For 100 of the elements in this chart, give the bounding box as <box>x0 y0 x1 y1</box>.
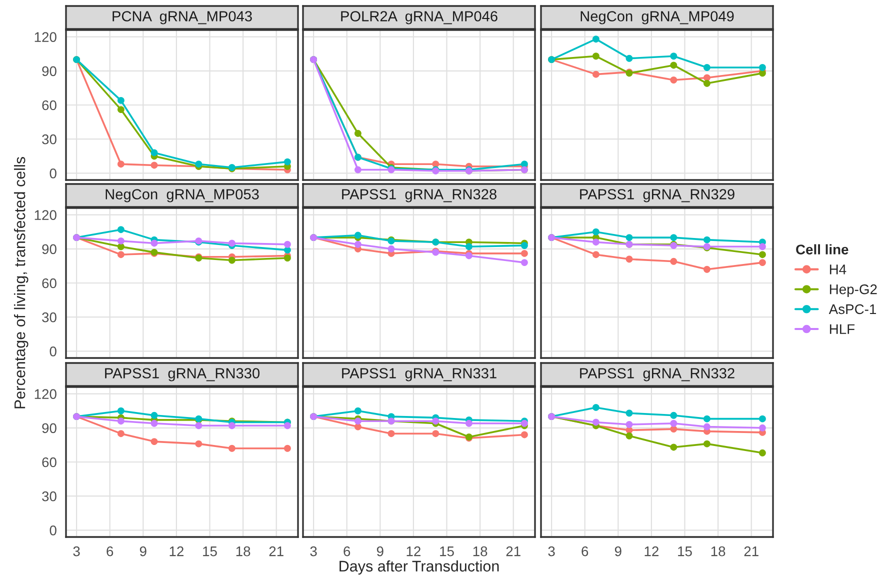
x-tick-label: 15 <box>678 546 692 556</box>
point <box>758 449 766 456</box>
point <box>626 234 633 242</box>
point <box>117 226 124 234</box>
point <box>150 420 158 427</box>
point <box>354 232 362 239</box>
y-tick-label: 60 <box>42 278 56 288</box>
point <box>592 418 600 426</box>
y-tick-label: 30 <box>42 312 56 322</box>
chart-title: PAPSS1 gRNA_RN330 <box>105 368 260 382</box>
point <box>520 431 528 438</box>
x-tick-label: 18 <box>473 546 488 556</box>
x-tick-label: 3 <box>548 546 555 556</box>
x-tick-label: 9 <box>140 546 146 556</box>
y-tick-label: 30 <box>42 134 56 144</box>
legend-label: Hep-G2 <box>830 284 877 297</box>
point <box>670 234 678 242</box>
y-tick-label: 0 <box>50 346 56 356</box>
point <box>703 440 710 448</box>
point <box>670 52 678 60</box>
point <box>592 70 600 78</box>
x-tick-label: 9 <box>376 546 384 556</box>
point <box>703 236 710 244</box>
chart-title: POLR2A gRNA_MP046 <box>341 11 498 24</box>
x-tick-label: 9 <box>614 546 622 556</box>
point <box>670 258 678 265</box>
x-tick-label: 21 <box>744 546 758 556</box>
x-tick-label: 21 <box>269 546 284 556</box>
point <box>284 246 291 254</box>
point <box>520 242 528 249</box>
point <box>432 160 440 168</box>
chart-title: PAPSS1 gRNA_RN332 <box>580 368 734 382</box>
point <box>703 266 710 273</box>
y-tick-label: 90 <box>42 66 56 76</box>
point <box>388 430 395 438</box>
y-tick-label: 0 <box>50 168 56 178</box>
chart-title: PAPSS1 gRNA_RN329 <box>580 189 734 202</box>
point <box>758 424 766 432</box>
y-tick-label: 120 <box>34 210 56 220</box>
point <box>592 238 600 246</box>
chart-title: PAPSS1 gRNA_RN328 <box>342 189 496 202</box>
point <box>354 418 362 425</box>
point <box>117 430 124 438</box>
x-tick-label: 12 <box>406 546 420 556</box>
x-tick-label: 15 <box>440 546 454 556</box>
y-tick-label: 120 <box>34 32 56 42</box>
point <box>592 36 600 43</box>
point <box>117 237 124 244</box>
point <box>354 130 362 137</box>
legend-label: H4 <box>830 264 846 274</box>
point <box>117 407 124 414</box>
point <box>758 251 766 258</box>
point <box>592 52 600 60</box>
point <box>388 245 395 252</box>
point <box>703 64 710 71</box>
point <box>150 438 158 446</box>
x-axis-title: Days after Transduction <box>340 560 499 575</box>
point <box>592 251 600 258</box>
point <box>150 162 158 169</box>
point <box>670 420 678 427</box>
point <box>670 444 678 451</box>
point <box>150 412 158 419</box>
x-tick-label: 6 <box>582 546 588 556</box>
point <box>758 259 766 266</box>
x-tick-label: 18 <box>711 546 726 556</box>
point <box>626 256 633 263</box>
point <box>592 404 600 411</box>
x-tick-label: 6 <box>106 546 114 556</box>
point <box>117 251 124 258</box>
point <box>465 243 472 250</box>
point <box>150 240 158 247</box>
chart-title: PAPSS1 gRNA_RN331 <box>342 368 496 382</box>
y-tick-label: 30 <box>42 491 56 502</box>
point <box>592 228 600 236</box>
point <box>195 440 202 448</box>
point <box>670 76 678 84</box>
y-tick-label: 90 <box>42 244 56 254</box>
point <box>703 423 710 430</box>
legend-label: HLF <box>830 324 855 334</box>
point <box>703 80 710 87</box>
point <box>670 426 678 433</box>
point <box>520 259 528 266</box>
legend-title: Cell line <box>796 244 848 254</box>
y-tick-label: 120 <box>34 389 56 399</box>
point <box>758 415 766 422</box>
chart-title: NegCon gRNA_MP053 <box>106 189 259 202</box>
point <box>228 422 236 430</box>
point <box>228 240 236 247</box>
point <box>117 106 124 114</box>
point <box>284 158 291 166</box>
point <box>117 418 124 425</box>
point <box>670 62 678 69</box>
point <box>465 252 472 260</box>
point <box>432 430 440 438</box>
point <box>228 444 236 452</box>
point <box>670 412 678 419</box>
point <box>520 250 528 257</box>
point <box>284 254 291 262</box>
x-tick-label: 12 <box>644 546 658 556</box>
point <box>354 240 362 248</box>
